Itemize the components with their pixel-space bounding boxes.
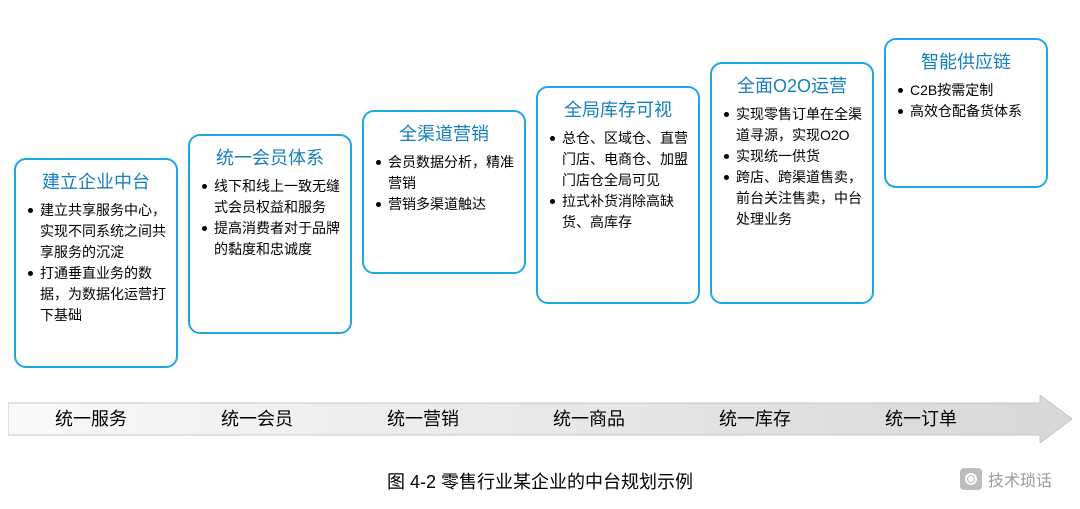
bullet-item: 打通垂直业务的数据，为数据化运营打下基础 [26, 263, 166, 326]
stage-card-bullets: 总仓、区域仓、直营门店、电商仓、加盟门店仓全局可见拉式补货消除高缺货、高库存 [548, 128, 688, 233]
stage-card-title: 全局库存可视 [548, 96, 688, 122]
bullet-item: C2B按需定制 [896, 80, 1036, 101]
stage-card-bullets: C2B按需定制高效仓配备货体系 [896, 80, 1036, 122]
stage-card-title: 建立企业中台 [26, 168, 166, 194]
bullet-item: 会员数据分析，精准营销 [374, 152, 514, 194]
stage-labels: 统一服务统一会员统一营销统一商品统一库存统一订单 [8, 395, 1072, 443]
stage-label-0: 统一服务 [8, 395, 174, 443]
stage-card-3: 全局库存可视总仓、区域仓、直营门店、电商仓、加盟门店仓全局可见拉式补货消除高缺货… [536, 86, 700, 304]
bullet-item: 拉式补货消除高缺货、高库存 [548, 191, 688, 233]
stage-card-bullets: 会员数据分析，精准营销营销多渠道触达 [374, 152, 514, 215]
wechat-icon [960, 468, 982, 490]
stage-card-2: 全渠道营销会员数据分析，精准营销营销多渠道触达 [362, 110, 526, 274]
watermark: 技术琐话 [960, 467, 1052, 491]
stage-card-1: 统一会员体系线下和线上一致无缝式会员权益和服务提高消费者对于品牌的黏度和忠诚度 [188, 134, 352, 334]
stage-card-bullets: 实现零售订单在全渠道寻源，实现O2O实现统一供货跨店、跨渠道售卖，前台关注售卖，… [722, 104, 862, 230]
stage-card-5: 智能供应链 C2B按需定制高效仓配备货体系 [884, 38, 1048, 188]
stage-label-2: 统一营销 [340, 395, 506, 443]
bullet-item: 实现零售订单在全渠道寻源，实现O2O [722, 104, 862, 146]
bullet-item: 实现统一供货 [722, 146, 862, 167]
stage-card-title: 智能供应链 [896, 48, 1036, 74]
bullet-item: 建立共享服务中心，实现不同系统之间共享服务的沉淀 [26, 200, 166, 263]
figure-caption: 图 4-2 零售行业某企业的中台规划示例 [0, 468, 1080, 494]
stage-label-3: 统一商品 [506, 395, 672, 443]
stair-cards-region: 建立企业中台建立共享服务中心，实现不同系统之间共享服务的沉淀打通垂直业务的数据，… [0, 0, 1080, 400]
bullet-item: 提高消费者对于品牌的黏度和忠诚度 [200, 218, 340, 260]
stage-card-4: 全面O2O运营实现零售订单在全渠道寻源，实现O2O实现统一供货跨店、跨渠道售卖，… [710, 62, 874, 304]
bullet-item: 高效仓配备货体系 [896, 101, 1036, 122]
stage-card-bullets: 线下和线上一致无缝式会员权益和服务提高消费者对于品牌的黏度和忠诚度 [200, 176, 340, 260]
stage-card-title: 全渠道营销 [374, 120, 514, 146]
stage-card-0: 建立企业中台建立共享服务中心，实现不同系统之间共享服务的沉淀打通垂直业务的数据，… [14, 158, 178, 368]
stage-card-bullets: 建立共享服务中心，实现不同系统之间共享服务的沉淀打通垂直业务的数据，为数据化运营… [26, 200, 166, 326]
bullet-item: 营销多渠道触达 [374, 194, 514, 215]
stage-label-1: 统一会员 [174, 395, 340, 443]
bullet-item: 总仓、区域仓、直营门店、电商仓、加盟门店仓全局可见 [548, 128, 688, 191]
stage-label-4: 统一库存 [672, 395, 838, 443]
bullet-item: 跨店、跨渠道售卖，前台关注售卖，中台处理业务 [722, 167, 862, 230]
stage-label-5: 统一订单 [838, 395, 1004, 443]
watermark-text: 技术琐话 [988, 467, 1052, 491]
stage-card-title: 全面O2O运营 [722, 72, 862, 98]
bullet-item: 线下和线上一致无缝式会员权益和服务 [200, 176, 340, 218]
stage-card-title: 统一会员体系 [200, 144, 340, 170]
